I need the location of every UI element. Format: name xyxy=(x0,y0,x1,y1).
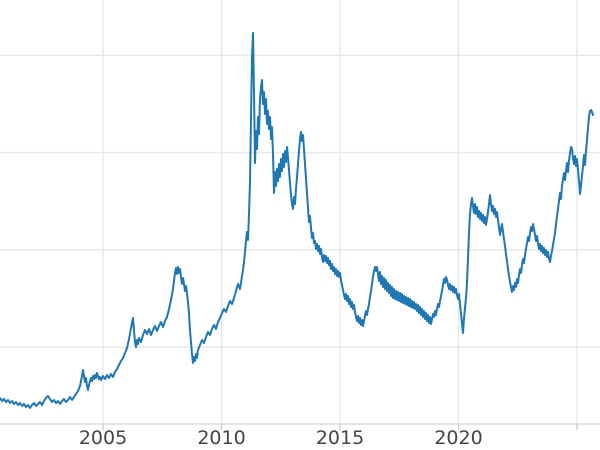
x-tick-label: 2020 xyxy=(434,427,482,449)
x-tick-label: 2010 xyxy=(197,427,245,449)
price-series-line xyxy=(0,32,594,409)
x-tick-label: 2005 xyxy=(79,427,127,449)
x-tick-label: 2015 xyxy=(316,427,364,449)
